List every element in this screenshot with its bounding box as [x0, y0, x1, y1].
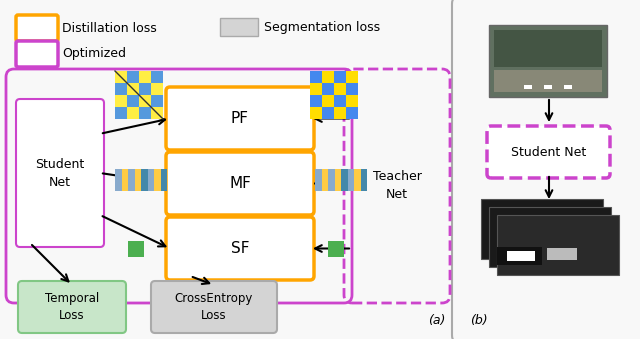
FancyBboxPatch shape: [166, 152, 314, 215]
FancyBboxPatch shape: [16, 99, 104, 247]
Text: Optimized: Optimized: [62, 47, 126, 60]
Bar: [151, 71, 163, 83]
Bar: [507, 251, 535, 261]
Bar: [127, 107, 139, 119]
Bar: [127, 95, 139, 107]
Text: Student Net: Student Net: [511, 145, 587, 159]
FancyBboxPatch shape: [452, 0, 640, 339]
Bar: [127, 71, 139, 83]
Bar: [348, 169, 354, 191]
Bar: [489, 207, 611, 267]
FancyBboxPatch shape: [166, 217, 314, 280]
Bar: [139, 107, 151, 119]
Text: Student
Net: Student Net: [35, 158, 84, 188]
Bar: [310, 107, 322, 119]
Bar: [524, 85, 532, 89]
Bar: [220, 18, 258, 36]
FancyBboxPatch shape: [18, 281, 126, 333]
Bar: [328, 169, 335, 191]
Bar: [360, 169, 367, 191]
Bar: [321, 169, 328, 191]
Bar: [154, 169, 161, 191]
Bar: [151, 95, 163, 107]
Bar: [310, 71, 322, 83]
FancyBboxPatch shape: [16, 15, 58, 41]
Bar: [115, 71, 127, 83]
Bar: [127, 83, 139, 95]
Bar: [115, 107, 127, 119]
Text: Distillation loss: Distillation loss: [62, 21, 157, 35]
Text: Temporal
Loss: Temporal Loss: [45, 292, 99, 322]
FancyBboxPatch shape: [16, 41, 58, 67]
Bar: [322, 95, 334, 107]
Bar: [128, 241, 144, 257]
FancyBboxPatch shape: [0, 0, 466, 339]
Bar: [322, 107, 334, 119]
Bar: [141, 169, 147, 191]
Bar: [310, 83, 322, 95]
Bar: [497, 247, 542, 265]
Bar: [544, 85, 552, 89]
Bar: [147, 169, 154, 191]
Bar: [139, 83, 151, 95]
Text: SF: SF: [231, 241, 249, 256]
Bar: [497, 215, 619, 275]
Bar: [122, 169, 128, 191]
Bar: [151, 83, 163, 95]
Bar: [497, 247, 542, 265]
FancyBboxPatch shape: [151, 281, 277, 333]
Bar: [547, 248, 577, 260]
FancyBboxPatch shape: [487, 126, 610, 178]
Text: (b): (b): [470, 314, 488, 327]
Bar: [139, 71, 151, 83]
Bar: [334, 71, 346, 83]
Bar: [334, 95, 346, 107]
Bar: [315, 169, 321, 191]
Text: MF: MF: [229, 176, 251, 191]
Bar: [322, 83, 334, 95]
Bar: [139, 95, 151, 107]
Text: PF: PF: [231, 111, 249, 126]
Text: Teacher
Net: Teacher Net: [372, 171, 421, 201]
Bar: [335, 169, 341, 191]
Bar: [334, 107, 346, 119]
Bar: [481, 199, 603, 259]
Bar: [346, 107, 358, 119]
Bar: [115, 169, 122, 191]
Bar: [346, 95, 358, 107]
Text: (a): (a): [428, 314, 445, 327]
Bar: [310, 95, 322, 107]
Bar: [115, 83, 127, 95]
FancyBboxPatch shape: [166, 87, 314, 150]
Text: CrossEntropy
Loss: CrossEntropy Loss: [175, 292, 253, 322]
Bar: [564, 85, 572, 89]
Bar: [489, 25, 607, 97]
Bar: [494, 30, 602, 67]
Text: Segmentation loss: Segmentation loss: [264, 20, 380, 34]
Bar: [341, 169, 348, 191]
Bar: [134, 169, 141, 191]
Bar: [322, 71, 334, 83]
Bar: [161, 169, 167, 191]
Bar: [346, 83, 358, 95]
Bar: [151, 107, 163, 119]
Bar: [354, 169, 360, 191]
Bar: [334, 83, 346, 95]
Bar: [115, 95, 127, 107]
Bar: [128, 169, 134, 191]
Bar: [328, 241, 344, 257]
Bar: [494, 70, 602, 92]
Bar: [346, 71, 358, 83]
